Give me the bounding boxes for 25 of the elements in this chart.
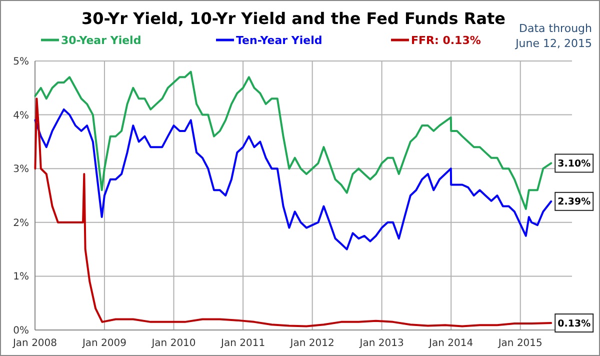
annotation: 2.39% <box>558 196 592 208</box>
chart-title: 30-Yr Yield, 10-Yr Yield and the Fed Funds Rate <box>81 9 506 28</box>
legend-label: 30-Year Yield <box>61 34 142 47</box>
line-series <box>34 108 552 250</box>
x-tick-label: Jan 2009 <box>81 338 126 349</box>
line-series <box>34 70 552 210</box>
x-tick-label: Jan 2014 <box>428 338 474 349</box>
x-tick-label: Jan 2011 <box>220 338 266 349</box>
x-tick-label: Jan 2012 <box>289 338 334 349</box>
x-tick-label: Jan 2010 <box>150 338 196 349</box>
x-tick-label: Jan 2008 <box>12 338 58 349</box>
text: Data through June 12, 2015 <box>514 22 592 50</box>
annotation: 0.13% <box>558 318 592 330</box>
annotation: 3.10% <box>558 158 592 170</box>
x-tick-label: Jan 2015 <box>497 338 542 349</box>
legend-label: Ten-Year Yield <box>236 34 322 47</box>
y-tick-label: 3% <box>13 164 29 176</box>
y-tick-label: 1% <box>13 272 29 283</box>
y-tick-label: 5% <box>13 56 29 68</box>
legend-label: FFR: 0.13% <box>411 34 481 47</box>
y-tick-label: 0% <box>13 326 29 336</box>
line-series <box>34 98 552 328</box>
y-tick-label: 2% <box>13 218 29 229</box>
x-tick-label: Jan 2013 <box>358 338 404 349</box>
y-tick-label: 4% <box>13 110 29 122</box>
